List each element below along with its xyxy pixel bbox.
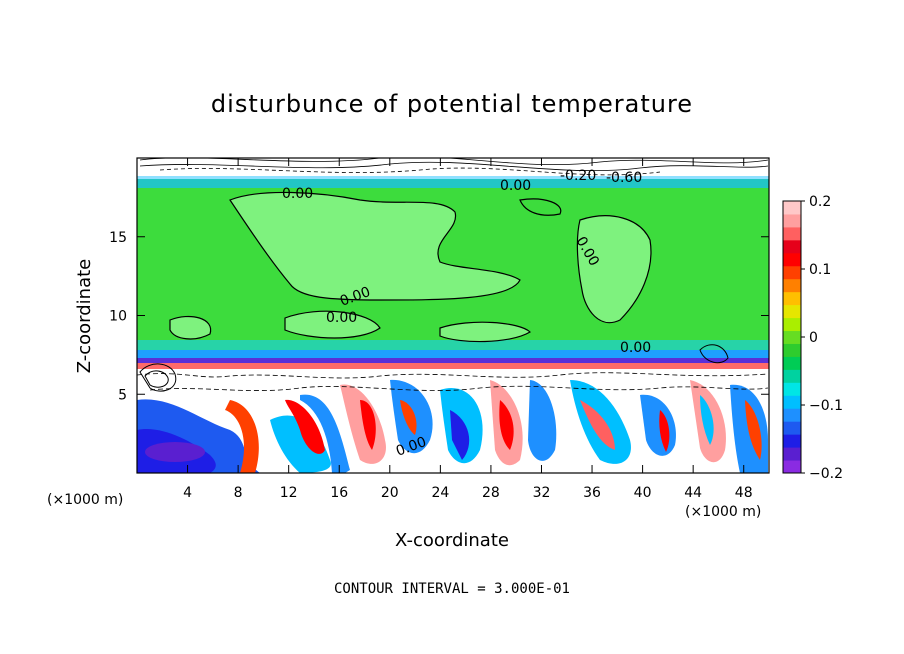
x-unit-right: (×1000 m) [685,504,761,520]
y-axis-label: Z-coordinate [74,259,95,374]
x-tick-label: 36 [583,485,601,501]
colorbar-swatch [783,343,801,357]
colorbar-swatch [783,395,801,409]
colorbar-tick-label: 0 [809,330,818,346]
colorbar-tick-label: −0.1 [809,398,843,414]
x-axis: 4 8 12 16 20 24 28 32 36 40 44 48 [183,158,753,501]
colorbar-swatch [783,278,801,293]
stratosphere-strip [137,158,769,176]
y-axis: 5 10 15 [109,230,769,403]
colorbar-swatch [783,291,801,306]
colorbar [783,201,801,474]
x-tick-label: 44 [684,485,702,501]
colorbar-swatch [783,382,801,396]
contour-label: -0.60 [606,170,642,186]
x-tick-label: 48 [735,485,753,501]
plot-area [137,158,769,473]
x-unit-left: (×1000 m) [47,492,123,508]
y-tick-label: 5 [118,387,127,403]
colorbar-swatch [783,226,801,241]
colorbar-swatch [783,408,801,422]
colorbar-swatch [783,252,801,267]
colorbar-swatch [783,201,801,215]
contour-label: 0.00 [282,186,313,202]
colorbar-swatch [783,369,801,383]
colorbar-tick-label: 0.2 [809,194,831,210]
colorbar-ticks: 0.2 0.1 0 −0.1 −0.2 [801,194,843,482]
x-tick-label: 32 [533,485,551,501]
tropopause-band [137,178,769,188]
colorbar-swatch [783,421,801,435]
x-tick-label: 12 [280,485,298,501]
colorbar-swatch [783,213,801,228]
colorbar-tick-label: 0.1 [809,262,831,278]
contour-interval-note: CONTOUR INTERVAL = 3.000E-01 [334,581,570,597]
colorbar-swatch [783,330,801,344]
y-tick-label: 15 [109,230,127,246]
colorbar-swatch [783,447,801,461]
colorbar-swatch [783,239,801,254]
contour-label: 0.00 [500,178,531,194]
x-tick-label: 4 [183,485,192,501]
colorbar-swatch [783,460,801,474]
x-tick-label: 40 [634,485,652,501]
colorbar-swatch [783,434,801,448]
x-tick-label: 8 [234,485,243,501]
x-tick-label: 28 [482,485,500,501]
contour-label: -0.20 [560,168,596,184]
colorbar-tick-label: −0.2 [809,466,843,482]
y-tick-label: 10 [109,309,127,325]
colorbar-swatch [783,356,801,370]
contour-label: 0.00 [326,310,357,326]
x-tick-label: 20 [381,485,399,501]
colorbar-swatch [783,317,801,332]
contour-label: 0.00 [620,340,651,356]
colorbar-swatch [783,265,801,280]
colorbar-swatch [783,304,801,319]
x-tick-label: 24 [431,485,449,501]
x-tick-label: 16 [330,485,348,501]
x-axis-label: X-coordinate [395,530,509,551]
chart-title: disturbunce of potential temperature [211,90,693,118]
